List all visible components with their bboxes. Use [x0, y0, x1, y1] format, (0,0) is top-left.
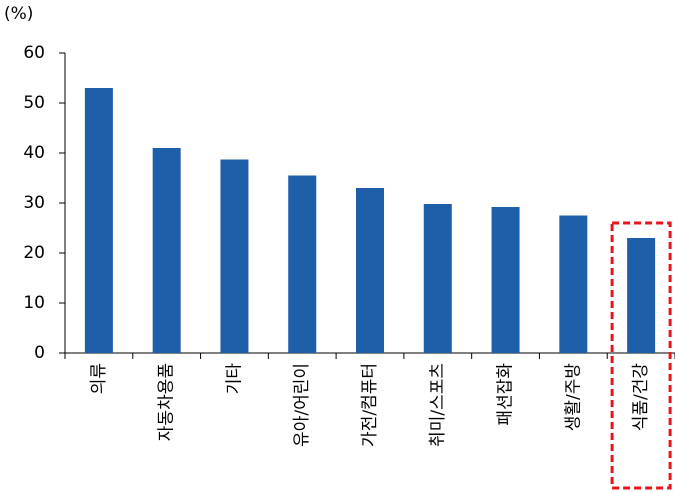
x-tick-label: 취미/스포츠: [428, 363, 448, 447]
bar: [220, 159, 249, 353]
x-tick-label: 유아/어린이: [292, 363, 312, 447]
bar: [423, 204, 452, 353]
x-tick-label: 가전/컴퓨터: [360, 363, 380, 447]
bar: [627, 238, 656, 353]
x-tick-label: 생활/주방: [563, 363, 583, 432]
y-tick-label: 60: [23, 43, 45, 63]
bar: [84, 88, 113, 353]
unit-label: (%): [4, 4, 33, 24]
x-tick-label: 자동차용품: [157, 363, 177, 441]
bar: [356, 188, 384, 353]
y-tick-label: 10: [23, 293, 45, 313]
bar: [491, 207, 520, 353]
y-tick-label: 40: [23, 143, 45, 163]
y-tick-label: 50: [23, 93, 45, 113]
highlight-box: [610, 221, 672, 490]
x-tick-label: 기타: [224, 363, 244, 395]
x-tick-label: 의류: [89, 363, 109, 394]
bar: [152, 148, 181, 353]
bar: [559, 215, 588, 353]
x-tick-label: 식품/건강: [631, 363, 651, 432]
x-tick-label: 패션잡화: [496, 363, 516, 426]
bar: [288, 175, 317, 353]
y-tick-label: 30: [23, 193, 45, 213]
y-tick-label: 0: [34, 343, 45, 363]
y-tick-label: 20: [23, 243, 45, 263]
